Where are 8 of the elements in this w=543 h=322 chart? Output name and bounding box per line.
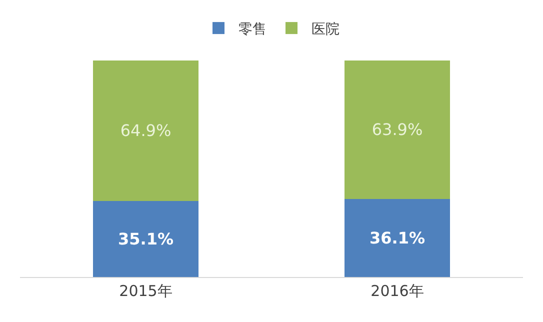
x-tick-label: 2015年	[119, 282, 172, 300]
data-label: 35.1%	[118, 229, 174, 248]
data-label: 64.9%	[120, 121, 172, 140]
legend-label: 医院	[312, 22, 340, 38]
data-label: 63.9%	[372, 120, 423, 140]
data-label: 36.1%	[369, 228, 426, 248]
legend-label: 零售	[238, 22, 266, 38]
x-tick-label: 2016年	[370, 282, 424, 300]
